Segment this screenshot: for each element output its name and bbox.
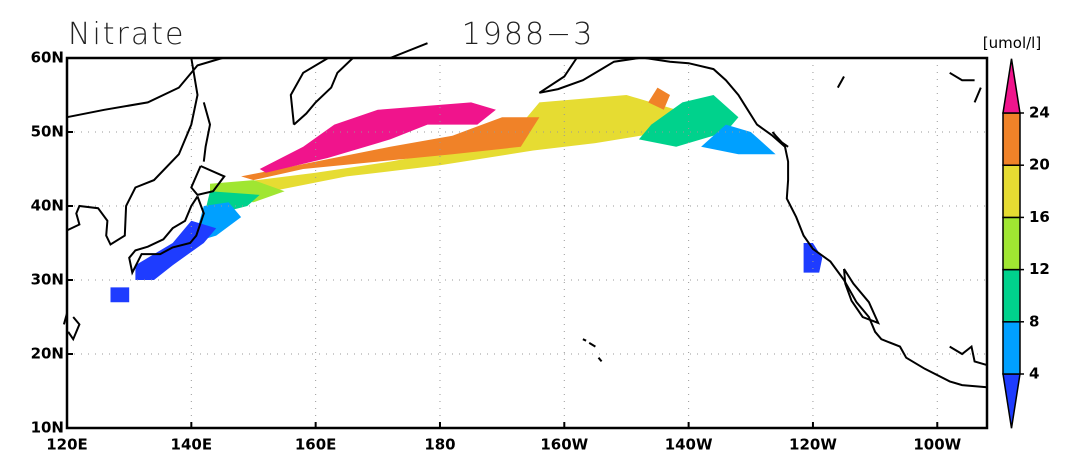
y-tick-label: 30N: [31, 271, 64, 289]
y-tick-label: 50N: [31, 123, 64, 141]
colorbar-tick-label: 24: [1029, 104, 1050, 122]
y-tick-label: 10N: [31, 419, 64, 437]
coastline: [949, 71, 975, 82]
colorbar-tick-label: 8: [1029, 312, 1039, 330]
map-frame: [65, 56, 989, 430]
y-tick-label: 60N: [31, 49, 64, 67]
nitrate-region: [228, 95, 677, 195]
colorbar-segment: [1002, 373, 1021, 429]
coastline: [582, 338, 587, 342]
coastline: [597, 357, 603, 363]
colorbar-tick-label: 12: [1029, 260, 1050, 278]
colorbar-label: [umol/l]: [983, 34, 1041, 52]
coastline: [836, 76, 845, 89]
nitrate-region: [110, 287, 130, 303]
colorbar-segment: [1002, 58, 1021, 114]
coastline: [67, 316, 81, 342]
coastline: [588, 342, 596, 348]
colorbar-segment: [1002, 321, 1021, 375]
nitrate-region: [803, 243, 823, 273]
coastline: [771, 131, 789, 148]
nitrate-region: [135, 220, 217, 280]
x-tick-label: 140W: [665, 436, 713, 454]
x-tick-label: 100W: [913, 436, 961, 454]
map-subtitle: 1988−3: [462, 17, 595, 52]
coastline: [644, 57, 988, 389]
nitrate-region: [638, 95, 739, 147]
colorbar-tick-label: 20: [1029, 156, 1050, 174]
grid: [66, 57, 987, 429]
x-tick-label: 120E: [46, 436, 88, 454]
coastline: [538, 57, 640, 94]
x-tick-label: 180: [424, 436, 455, 454]
nitrate-region: [648, 87, 670, 110]
colorbar-segment: [1002, 268, 1021, 323]
coastline: [202, 102, 212, 162]
coastline: [289, 57, 329, 125]
nitrate-field: [110, 87, 823, 303]
coastline: [843, 268, 881, 325]
x-tick-label: 140E: [171, 436, 213, 454]
colorbar-segment: [1002, 164, 1021, 219]
coastline: [190, 165, 226, 197]
colorbar-segment: [1002, 112, 1021, 166]
coastline: [66, 57, 223, 119]
coastline: [66, 57, 199, 246]
coastline: [949, 344, 988, 367]
coastline: [389, 42, 428, 59]
coastline: [973, 87, 982, 103]
nitrate-region: [259, 102, 496, 173]
x-tick-label: 120W: [789, 436, 837, 454]
colorbar-segment: [1002, 216, 1021, 271]
colorbar-tick-label: 16: [1029, 208, 1050, 226]
coastline: [128, 195, 205, 276]
map-title: Nitrate: [68, 17, 185, 52]
nitrate-region: [701, 124, 776, 155]
y-tick-label: 20N: [31, 345, 64, 363]
x-tick-label: 160E: [295, 436, 337, 454]
coastlines: [62, 42, 988, 389]
coastline: [293, 57, 354, 126]
y-tick-label: 40N: [31, 197, 64, 215]
x-tick-label: 160W: [540, 436, 588, 454]
colorbar-tick-label: 4: [1029, 365, 1039, 383]
nitrate-region: [241, 117, 540, 181]
